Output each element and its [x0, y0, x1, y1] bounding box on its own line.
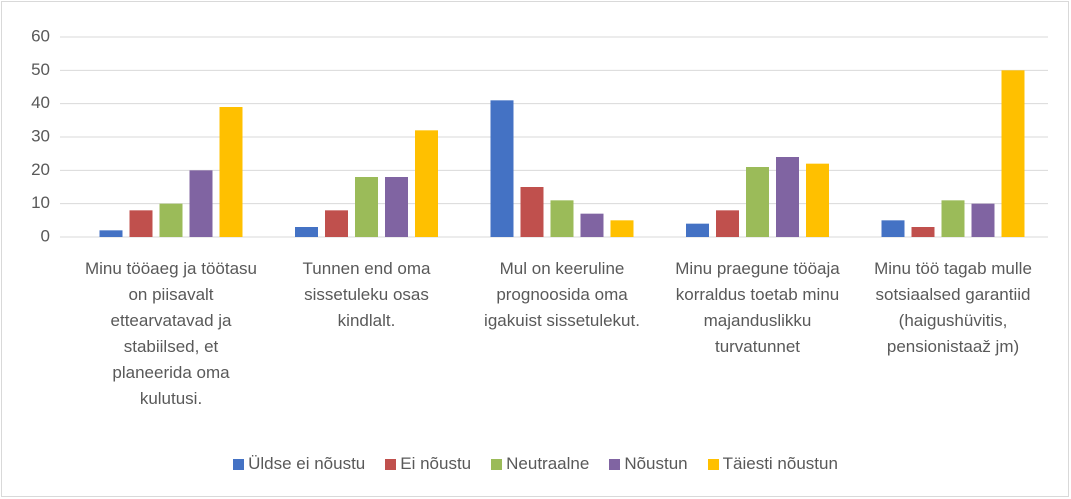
bar: [490, 100, 514, 237]
y-tick-label: 60: [31, 26, 50, 45]
legend-swatch: [233, 458, 245, 470]
legend-label: Üldse ei nõustu: [248, 454, 366, 473]
bar: [686, 223, 709, 237]
legend-label: Täiesti nõustun: [722, 454, 838, 473]
x-tick-label: Minu tööaeg ja töötasu on piisavalt ette…: [84, 259, 257, 408]
x-tick-label: Tunnen end oma sissetuleku osas kindlalt…: [302, 259, 431, 330]
legend-item: Täiesti nõustun: [707, 454, 838, 474]
bar: [520, 187, 544, 237]
bar: [550, 200, 574, 237]
y-tick-label: 30: [31, 126, 50, 145]
bar: [385, 177, 408, 237]
y-tick-label: 20: [31, 160, 50, 179]
x-tick-label: Minu praegune tööaja korraldus toetab mi…: [675, 259, 840, 356]
legend-label: Nõustun: [624, 454, 688, 473]
bar: [219, 107, 243, 237]
bar: [610, 220, 634, 237]
legend-item: Neutraalne: [491, 454, 589, 474]
legend-item: Üldse ei nõustu: [233, 454, 365, 474]
y-tick-label: 10: [31, 193, 50, 212]
bar: [99, 230, 123, 237]
legend-swatch: [491, 458, 503, 470]
bar: [971, 203, 995, 237]
bar: [325, 210, 348, 237]
x-tick-label: Mul on keeruline prognoosida oma igakuis…: [484, 259, 640, 330]
legend-swatch: [707, 458, 719, 470]
bar: [415, 130, 438, 237]
y-tick-label: 40: [31, 93, 50, 112]
bar: [159, 203, 183, 237]
bar: [129, 210, 153, 237]
legend-item: Nõustun: [609, 454, 688, 474]
bar: [746, 167, 769, 237]
bar: [580, 213, 604, 237]
bar: [355, 177, 378, 237]
legend-item: Ei nõustu: [385, 454, 471, 474]
legend-label: Neutraalne: [506, 454, 590, 473]
bar: [295, 227, 318, 237]
bar: [189, 170, 213, 237]
legend-label: Ei nõustu: [400, 454, 472, 473]
x-tick-label: Minu töö tagab mulle sotsiaalsed garanti…: [874, 259, 1032, 356]
y-tick-label: 0: [41, 226, 50, 245]
bar: [941, 200, 965, 237]
bar: [881, 220, 905, 237]
y-tick-label: 50: [31, 60, 50, 79]
bar: [806, 163, 829, 237]
bar: [716, 210, 739, 237]
legend-swatch: [609, 458, 621, 470]
legend: Üldse ei nõustu Ei nõustu Neutraalne Nõustu…: [0, 454, 1071, 474]
bar: [1001, 70, 1025, 237]
legend-swatch: [385, 458, 397, 470]
bar: [776, 157, 799, 237]
bar: [911, 227, 935, 237]
